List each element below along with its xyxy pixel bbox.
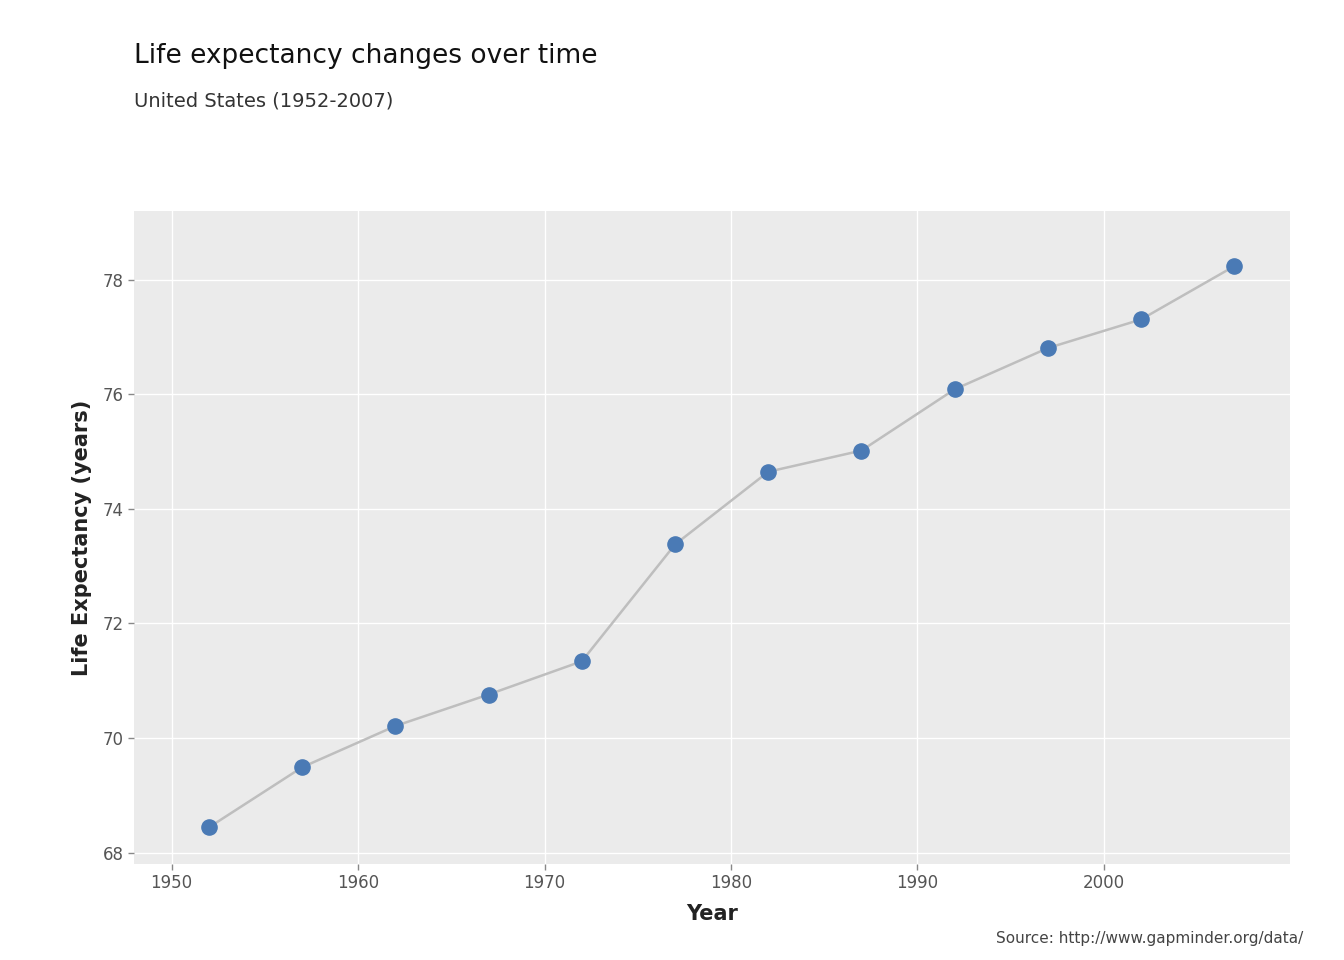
- Text: Source: http://www.gapminder.org/data/: Source: http://www.gapminder.org/data/: [996, 930, 1304, 946]
- Point: [851, 443, 872, 458]
- Point: [198, 820, 219, 835]
- Point: [571, 654, 593, 669]
- Point: [478, 686, 500, 702]
- Y-axis label: Life Expectancy (years): Life Expectancy (years): [71, 399, 91, 676]
- Point: [758, 464, 780, 479]
- Point: [1223, 258, 1245, 274]
- Point: [1130, 312, 1152, 327]
- Text: United States (1952-2007): United States (1952-2007): [134, 91, 394, 110]
- Point: [384, 718, 406, 733]
- Text: Life expectancy changes over time: Life expectancy changes over time: [134, 43, 598, 69]
- X-axis label: Year: Year: [687, 903, 738, 924]
- Point: [292, 759, 313, 775]
- Point: [943, 382, 965, 397]
- Point: [1038, 341, 1059, 356]
- Point: [664, 537, 685, 552]
